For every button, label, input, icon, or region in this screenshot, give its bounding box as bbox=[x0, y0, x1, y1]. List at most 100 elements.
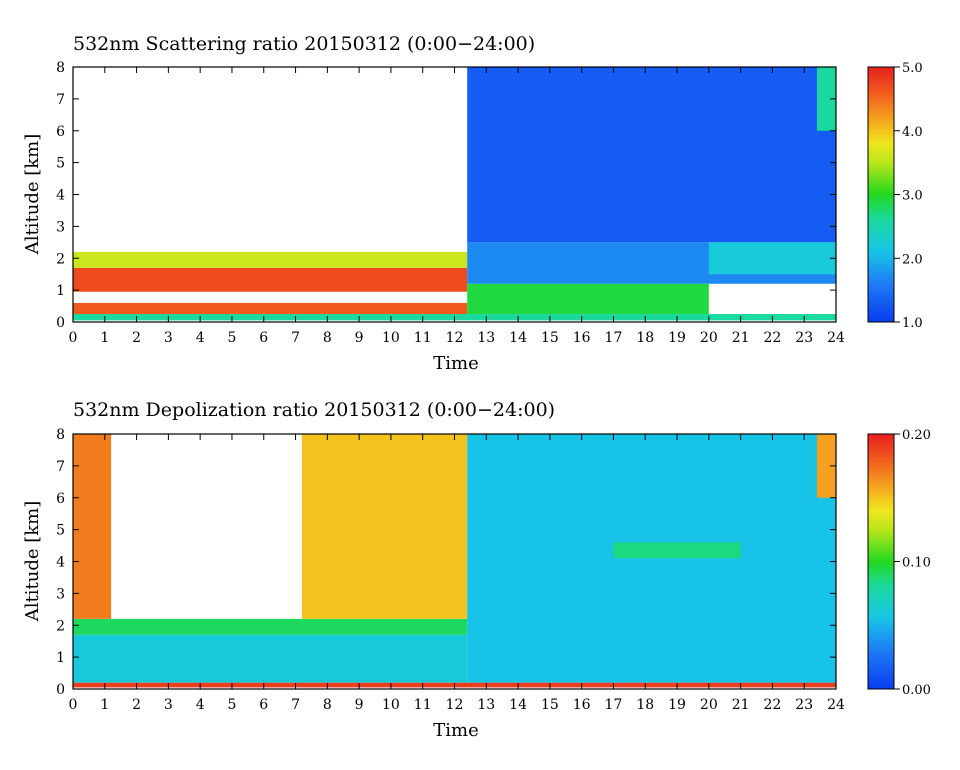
scattering-y-tick-label: 5 bbox=[56, 156, 65, 172]
scattering-y-tick-label: 4 bbox=[56, 188, 65, 204]
depolarization-y-tick-label: 4 bbox=[56, 555, 65, 571]
scattering-x-tick-label: 20 bbox=[700, 330, 718, 346]
scattering-y-tick-label: 2 bbox=[56, 251, 65, 267]
depolarization-colorbar-tick-label: 0.20 bbox=[902, 428, 931, 443]
scattering-x-tick-label: 22 bbox=[764, 330, 782, 346]
scattering-x-tick-label: 11 bbox=[414, 330, 432, 346]
scattering-layer-1 bbox=[73, 302, 468, 315]
scattering-x-tick-label: 16 bbox=[573, 330, 591, 346]
scattering-y-tick-label: 1 bbox=[56, 283, 65, 299]
depolarization-x-tick-label: 0 bbox=[69, 697, 78, 713]
depolarization-y-tick-label: 5 bbox=[56, 523, 65, 539]
scattering-colorbar-tick-label: 3.0 bbox=[902, 189, 923, 204]
scattering-x-tick-label: 10 bbox=[382, 330, 400, 346]
scattering-x-tick-label: 23 bbox=[795, 330, 813, 346]
scattering-x-tick-label: 4 bbox=[196, 330, 205, 346]
scattering-colorbar-tick-label: 1.0 bbox=[902, 316, 923, 331]
scattering-x-tick-label: 17 bbox=[605, 330, 623, 346]
depolarization-chart-title: 532nm Depolization ratio 20150312 (0:00−… bbox=[73, 399, 555, 421]
scattering-x-tick-label: 2 bbox=[132, 330, 141, 346]
scattering-x-tick-label: 8 bbox=[323, 330, 332, 346]
scattering-y-tick-label: 7 bbox=[56, 92, 65, 108]
depolarization-layer-3 bbox=[73, 434, 112, 619]
depolarization-layer-4 bbox=[301, 434, 468, 619]
scattering-x-tick-label: 14 bbox=[509, 330, 527, 346]
scattering-x-tick-label: 3 bbox=[164, 330, 173, 346]
depolarization-layer-7 bbox=[816, 434, 836, 498]
depolarization-x-tick-label: 14 bbox=[509, 697, 527, 713]
scattering-layer-2 bbox=[73, 291, 468, 303]
scattering-x-tick-label: 5 bbox=[227, 330, 236, 346]
scattering-x-tick-label: 21 bbox=[732, 330, 750, 346]
depolarization-x-tick-label: 21 bbox=[732, 697, 750, 713]
depolarization-x-tick-label: 2 bbox=[132, 697, 141, 713]
depolarization-y-tick-label: 8 bbox=[56, 427, 65, 443]
scattering-y-tick-label: 8 bbox=[56, 60, 65, 76]
depolarization-x-tick-label: 20 bbox=[700, 697, 718, 713]
scattering-plot-area bbox=[73, 67, 836, 321]
depolarization-x-tick-label: 1 bbox=[100, 697, 109, 713]
depolarization-layer-2 bbox=[73, 618, 468, 635]
depolarization-layer-6 bbox=[613, 542, 741, 559]
depolarization-ratio-panel: 532nm Depolization ratio 20150312 (0:00−… bbox=[22, 399, 931, 741]
depolarization-x-tick-label: 18 bbox=[636, 697, 654, 713]
depolarization-y-axis-label: Altitude [km] bbox=[22, 501, 43, 623]
depolarization-y-tick-label: 0 bbox=[56, 682, 65, 698]
scattering-x-tick-label: 6 bbox=[259, 330, 268, 346]
scattering-x-tick-label: 7 bbox=[291, 330, 300, 346]
depolarization-x-tick-label: 4 bbox=[196, 697, 205, 713]
depolarization-x-tick-label: 19 bbox=[668, 697, 686, 713]
depolarization-x-tick-label: 16 bbox=[573, 697, 591, 713]
scattering-x-tick-label: 12 bbox=[446, 330, 464, 346]
depolarization-x-tick-label: 23 bbox=[795, 697, 813, 713]
depolarization-y-tick-label: 6 bbox=[56, 491, 65, 507]
depolarization-x-tick-label: 9 bbox=[355, 697, 364, 713]
depolarization-y-tick-label: 3 bbox=[56, 586, 65, 602]
scattering-layer-9 bbox=[816, 67, 836, 131]
scattering-x-tick-label: 1 bbox=[100, 330, 109, 346]
scattering-x-tick-label: 24 bbox=[827, 330, 845, 346]
scattering-y-tick-label: 6 bbox=[56, 124, 65, 140]
scattering-colorbar bbox=[867, 66, 895, 323]
depolarization-colorbar-ticks: 0.00 0.10 0.20 bbox=[894, 428, 931, 698]
scattering-y-ticks: 0 1 2 3 4 5 6 7 8 bbox=[56, 60, 836, 331]
depolarization-x-axis-label: Time bbox=[433, 720, 478, 741]
scattering-x-tick-label: 18 bbox=[636, 330, 654, 346]
scattering-layer-7 bbox=[467, 67, 836, 243]
depolarization-x-tick-label: 6 bbox=[259, 697, 268, 713]
scattering-layer-3 bbox=[73, 267, 468, 292]
depolarization-x-tick-label: 15 bbox=[541, 697, 559, 713]
scattering-colorbar-tick-label: 5.0 bbox=[902, 61, 923, 76]
depolarization-layer-1 bbox=[73, 634, 468, 683]
depolarization-x-tick-label: 3 bbox=[164, 697, 173, 713]
scattering-x-ticks: 0 1 2 3 4 5 6 7 8 9 10 11 12 13 14 15 16 17 18 19 20 21 22 23 24 bbox=[69, 67, 845, 346]
scattering-chart-title: 532nm Scattering ratio 20150312 (0:00−24… bbox=[73, 33, 535, 55]
scattering-layer-8 bbox=[708, 242, 836, 275]
scattering-x-axis-label: Time bbox=[433, 353, 478, 374]
scattering-colorbar-ticks: 1.0 2.0 3.0 4.0 5.0 bbox=[894, 61, 923, 331]
depolarization-x-tick-label: 5 bbox=[227, 697, 236, 713]
depolarization-x-tick-label: 11 bbox=[414, 697, 432, 713]
depolarization-y-tick-label: 2 bbox=[56, 618, 65, 634]
depolarization-x-tick-label: 7 bbox=[291, 697, 300, 713]
depolarization-y-tick-label: 7 bbox=[56, 459, 65, 475]
depolarization-colorbar-tick-label: 0.10 bbox=[902, 556, 931, 571]
depolarization-x-tick-label: 12 bbox=[446, 697, 464, 713]
scattering-layer-5 bbox=[467, 283, 709, 315]
scattering-x-tick-label: 15 bbox=[541, 330, 559, 346]
scattering-colorbar-tick-label: 2.0 bbox=[902, 252, 923, 267]
depolarization-colorbar-tick-label: 0.00 bbox=[902, 683, 931, 698]
depolarization-x-tick-label: 24 bbox=[827, 697, 845, 713]
scattering-x-tick-label: 0 bbox=[69, 330, 78, 346]
scattering-y-axis-label: Altitude [km] bbox=[22, 134, 43, 256]
scattering-x-tick-label: 13 bbox=[477, 330, 495, 346]
scattering-x-tick-label: 9 bbox=[355, 330, 364, 346]
depolarization-x-ticks: 0 1 2 3 4 5 6 7 8 9 10 11 12 13 14 15 16 17 18 19 20 21 22 23 24 bbox=[69, 434, 845, 713]
scattering-y-tick-label: 3 bbox=[56, 219, 65, 235]
depolarization-colorbar bbox=[867, 433, 895, 690]
scattering-layer-4 bbox=[73, 251, 468, 268]
depolarization-y-ticks: 0 1 2 3 4 5 6 7 8 bbox=[56, 427, 836, 698]
depolarization-x-tick-label: 8 bbox=[323, 697, 332, 713]
depolarization-x-tick-label: 13 bbox=[477, 697, 495, 713]
